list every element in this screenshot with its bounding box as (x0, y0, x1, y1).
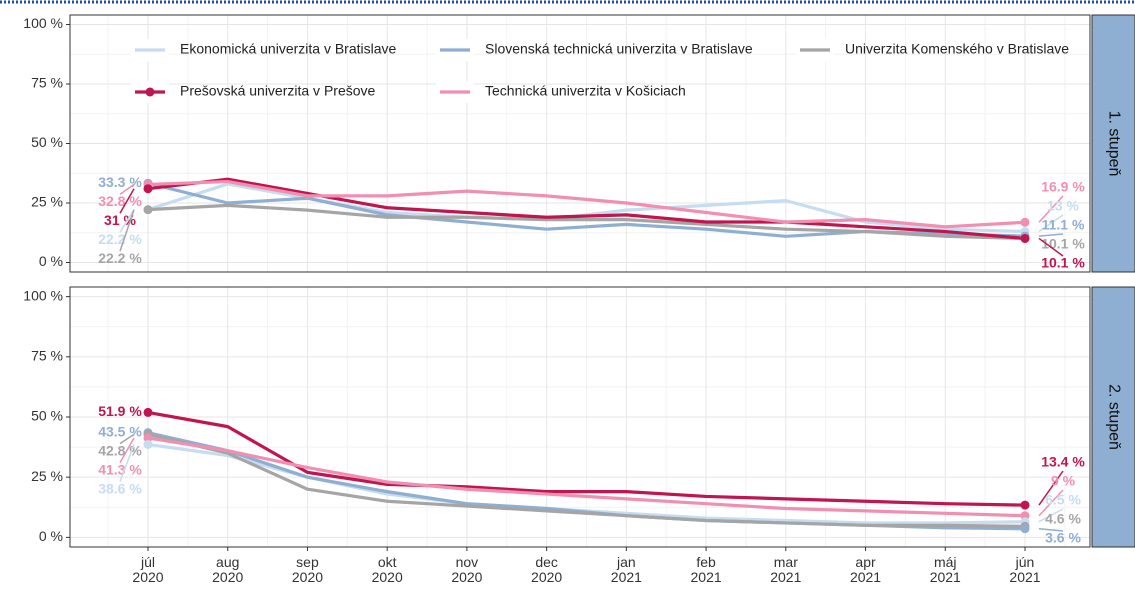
legend-label: Univerzita Komenského v Bratislave (845, 41, 1069, 57)
leader-line (119, 183, 135, 195)
leader-line (1038, 195, 1064, 223)
value-label: 9 % (1051, 473, 1076, 489)
value-label: 42.8 % (98, 442, 142, 458)
y-tick-label: 100 % (23, 287, 63, 303)
leader-line (119, 437, 135, 464)
end-point (143, 433, 153, 443)
series-line (147, 177, 1026, 241)
y-tick-label: 75 % (31, 75, 63, 91)
leader-line (119, 209, 135, 233)
value-label: 4.6 % (1045, 511, 1081, 527)
value-label: 38.6 % (98, 480, 142, 496)
y-tick-label: 0 % (39, 253, 63, 269)
leader-line (1038, 214, 1064, 233)
y-tick-label: 25 % (31, 194, 63, 210)
panel-border (69, 286, 1091, 548)
leader-line (119, 444, 135, 482)
x-tick-label: aug 2020 (212, 554, 243, 585)
value-label: 43.5 % (98, 423, 142, 439)
value-label: 3.6 % (1045, 530, 1081, 546)
value-label: 32.8 % (98, 193, 142, 209)
value-label: 10.1 % (1041, 255, 1085, 271)
x-tick-label: mar 2021 (770, 554, 801, 585)
x-tick-label: jan 2021 (611, 554, 642, 585)
value-label: 11.1 % (1042, 217, 1085, 233)
end-point (1020, 524, 1030, 534)
legend-dot (145, 87, 155, 97)
value-label: 33.3 % (98, 174, 142, 190)
panel-border (69, 14, 1091, 273)
leader-line (1038, 489, 1064, 517)
leader-line (1038, 527, 1064, 532)
x-tick-label: dec 2020 (531, 554, 562, 585)
y-tick-label: 25 % (31, 468, 63, 484)
x-tick-label: nov 2020 (451, 554, 482, 585)
legend-label: Prešovská univerzita v Prešove (180, 83, 376, 99)
strip-label: 1. stupeň (1105, 111, 1122, 177)
y-tick-label: 0 % (39, 528, 63, 544)
y-tick-label: 100 % (23, 15, 63, 31)
legend-label: Technická univerzita v Košiciach (485, 83, 686, 99)
x-tick-label: sep 2020 (292, 554, 323, 585)
y-tick-label: 50 % (31, 134, 63, 150)
legend-label: Slovenská technická univerzita v Bratisl… (485, 41, 753, 57)
end-point (1020, 217, 1030, 227)
value-label: 51.9 % (98, 403, 142, 419)
y-tick-label: 50 % (31, 408, 63, 424)
value-label: 13 % (1047, 198, 1079, 214)
legend-label: Ekonomická univerzita v Bratislave (180, 41, 397, 57)
end-point (143, 407, 153, 417)
value-label: 10.1 % (1041, 236, 1085, 252)
series-line (147, 179, 1026, 229)
value-label: 13.4 % (1041, 454, 1085, 470)
value-label: 16.9 % (1041, 179, 1085, 195)
x-tick-label: júl 2020 (132, 554, 163, 585)
strip (1091, 14, 1135, 273)
x-tick-label: apr 2021 (850, 554, 881, 585)
value-label: 41.3 % (98, 461, 142, 477)
series-line (147, 432, 1026, 528)
leader-line (1038, 470, 1064, 506)
x-tick-label: jún 2021 (1009, 554, 1040, 585)
strip (1091, 286, 1135, 548)
x-tick-label: máj 2021 (930, 554, 961, 585)
y-tick-label: 75 % (31, 348, 63, 364)
leader-line (119, 433, 135, 445)
series-line (147, 436, 1026, 518)
value-label: 31 % (104, 212, 136, 228)
value-label: 22.2 % (98, 250, 142, 266)
end-point (143, 184, 153, 194)
x-tick-label: okt 2020 (372, 554, 403, 585)
leader-line (1038, 508, 1064, 523)
leader-line (1038, 237, 1064, 257)
series-line (147, 203, 1026, 241)
leader-line (119, 209, 135, 252)
leader-line (119, 188, 135, 214)
value-label: 22.2 % (98, 231, 142, 247)
x-tick-label: feb 2021 (691, 554, 722, 585)
end-point (143, 205, 153, 215)
leader-line (1038, 233, 1064, 237)
value-label: 6.5 % (1045, 492, 1081, 508)
end-point (1020, 233, 1030, 243)
end-point (1020, 500, 1030, 510)
end-point (143, 439, 153, 449)
strip-label: 2. stupeň (1105, 384, 1122, 450)
